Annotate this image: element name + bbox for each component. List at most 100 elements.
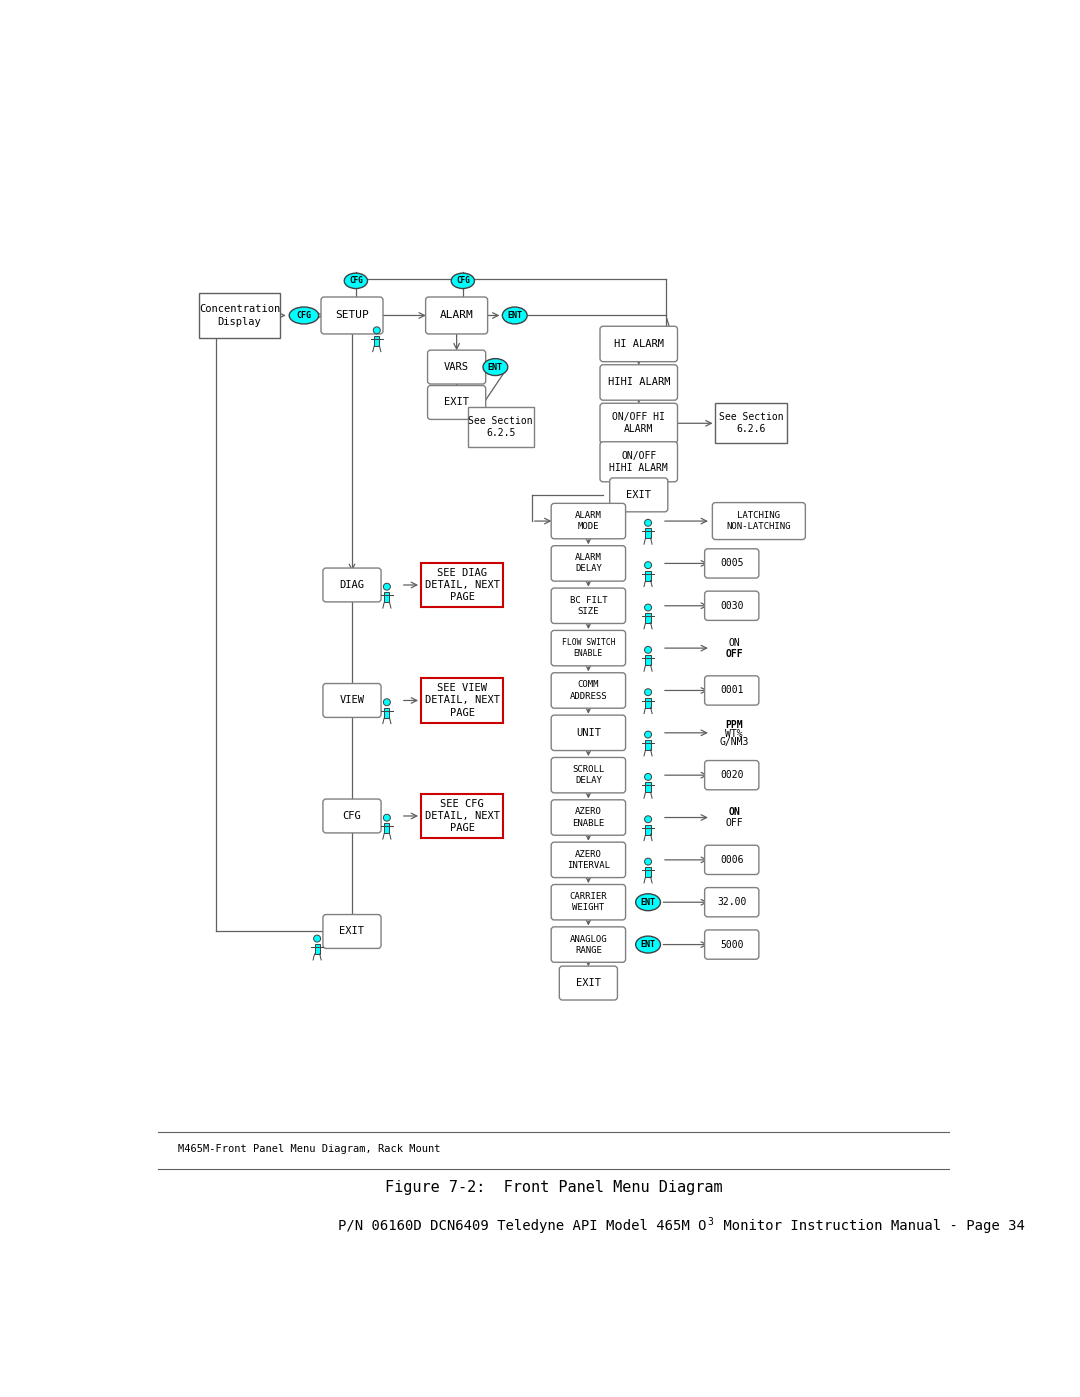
FancyBboxPatch shape	[551, 757, 625, 793]
Text: Concentration
Display: Concentration Display	[199, 305, 280, 327]
Bar	[646, 697, 650, 707]
Text: SEE DIAG
DETAIL, NEXT
PAGE: SEE DIAG DETAIL, NEXT PAGE	[424, 567, 500, 602]
Text: ON/OFF HI
ALARM: ON/OFF HI ALARM	[612, 412, 665, 434]
FancyBboxPatch shape	[704, 676, 759, 705]
Text: DIAG: DIAG	[339, 580, 365, 590]
Bar	[468, 407, 534, 447]
Text: COMM
ADDRESS: COMM ADDRESS	[569, 680, 607, 700]
FancyBboxPatch shape	[600, 441, 677, 482]
FancyBboxPatch shape	[323, 569, 381, 602]
FancyBboxPatch shape	[704, 760, 759, 789]
Text: HIHI ALARM: HIHI ALARM	[607, 377, 670, 387]
Text: 5000: 5000	[720, 940, 743, 950]
Text: See Section
6.2.6: See Section 6.2.6	[719, 412, 783, 434]
FancyBboxPatch shape	[713, 503, 806, 539]
Circle shape	[645, 731, 651, 738]
Circle shape	[645, 562, 651, 569]
FancyBboxPatch shape	[600, 327, 677, 362]
FancyBboxPatch shape	[428, 386, 486, 419]
Bar	[421, 793, 502, 838]
Ellipse shape	[345, 274, 367, 289]
FancyBboxPatch shape	[426, 298, 488, 334]
FancyBboxPatch shape	[704, 930, 759, 960]
Text: G/NM3: G/NM3	[719, 738, 748, 747]
FancyBboxPatch shape	[551, 546, 625, 581]
FancyBboxPatch shape	[428, 351, 486, 384]
Text: VIEW: VIEW	[339, 696, 365, 705]
Bar	[199, 293, 281, 338]
FancyBboxPatch shape	[551, 715, 625, 750]
FancyBboxPatch shape	[600, 404, 677, 443]
Text: Monitor Instruction Manual - Page 34: Monitor Instruction Manual - Page 34	[715, 1220, 1025, 1234]
FancyBboxPatch shape	[551, 884, 625, 921]
Text: FLOW SWITCH
ENABLE: FLOW SWITCH ENABLE	[562, 638, 616, 658]
FancyBboxPatch shape	[551, 926, 625, 963]
FancyBboxPatch shape	[704, 549, 759, 578]
FancyBboxPatch shape	[551, 800, 625, 835]
Bar	[646, 655, 650, 665]
Text: 0005: 0005	[720, 559, 743, 569]
Text: AZERO
INTERVAL: AZERO INTERVAL	[567, 849, 610, 870]
Bar	[646, 571, 650, 581]
Text: ENT: ENT	[640, 940, 656, 949]
Bar	[314, 944, 320, 954]
Bar	[384, 592, 390, 602]
Bar	[646, 613, 650, 623]
Text: Figure 7-2:  Front Panel Menu Diagram: Figure 7-2: Front Panel Menu Diagram	[384, 1180, 723, 1196]
Circle shape	[645, 858, 651, 865]
Ellipse shape	[451, 274, 474, 289]
Text: ON/OFF
HIHI ALARM: ON/OFF HIHI ALARM	[609, 451, 669, 474]
Circle shape	[645, 689, 651, 696]
Text: P/N 06160D DCN6409 Teledyne API Model 465M O: P/N 06160D DCN6409 Teledyne API Model 46…	[338, 1220, 706, 1234]
Text: ENT: ENT	[488, 363, 503, 372]
Text: UNIT: UNIT	[576, 728, 600, 738]
Circle shape	[645, 520, 651, 527]
FancyBboxPatch shape	[551, 630, 625, 666]
Text: OFF: OFF	[726, 648, 743, 658]
FancyBboxPatch shape	[321, 298, 383, 334]
Circle shape	[374, 327, 380, 334]
Text: 0001: 0001	[720, 686, 743, 696]
Bar	[421, 563, 502, 608]
Circle shape	[383, 584, 390, 590]
Text: WT%: WT%	[726, 729, 743, 739]
FancyBboxPatch shape	[323, 799, 381, 833]
Text: AZERO
ENABLE: AZERO ENABLE	[572, 807, 605, 827]
FancyBboxPatch shape	[551, 503, 625, 539]
Text: SEE CFG
DETAIL, NEXT
PAGE: SEE CFG DETAIL, NEXT PAGE	[424, 799, 500, 834]
Text: 0006: 0006	[720, 855, 743, 865]
FancyBboxPatch shape	[559, 967, 618, 1000]
FancyBboxPatch shape	[704, 591, 759, 620]
Circle shape	[313, 935, 321, 942]
Circle shape	[383, 814, 390, 821]
FancyBboxPatch shape	[610, 478, 667, 511]
Text: HI ALARM: HI ALARM	[613, 339, 664, 349]
Text: ON: ON	[728, 807, 740, 817]
Text: ALARM: ALARM	[440, 310, 473, 320]
Bar	[375, 335, 379, 345]
Bar	[646, 868, 650, 877]
Circle shape	[645, 604, 651, 610]
Ellipse shape	[502, 307, 527, 324]
Circle shape	[645, 816, 651, 823]
Bar	[646, 824, 650, 834]
Text: 3: 3	[707, 1217, 713, 1227]
Bar	[384, 708, 390, 718]
Bar	[384, 823, 390, 833]
FancyBboxPatch shape	[704, 845, 759, 875]
Text: EXIT: EXIT	[444, 398, 469, 408]
Text: See Section
6.2.5: See Section 6.2.5	[469, 416, 534, 439]
Circle shape	[645, 647, 651, 654]
Bar	[646, 782, 650, 792]
Bar	[646, 528, 650, 538]
Text: PPM: PPM	[726, 719, 743, 731]
Text: ON: ON	[728, 637, 740, 648]
Text: SEE VIEW
DETAIL, NEXT
PAGE: SEE VIEW DETAIL, NEXT PAGE	[424, 683, 500, 718]
Text: SCROLL
DELAY: SCROLL DELAY	[572, 766, 605, 785]
Ellipse shape	[636, 894, 661, 911]
FancyBboxPatch shape	[600, 365, 677, 400]
Text: EXIT: EXIT	[626, 490, 651, 500]
Ellipse shape	[483, 359, 508, 376]
Text: CFG: CFG	[342, 812, 362, 821]
FancyBboxPatch shape	[551, 588, 625, 623]
